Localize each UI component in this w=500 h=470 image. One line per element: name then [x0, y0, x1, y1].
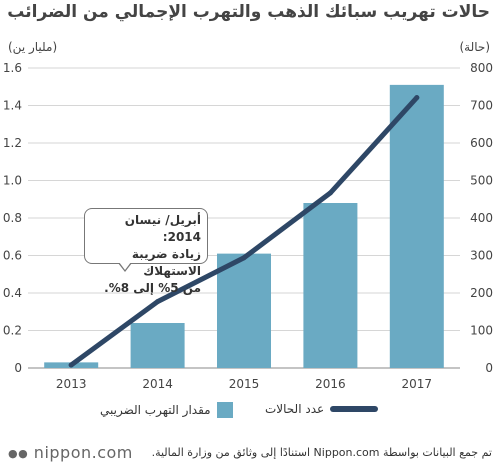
y-right-tick-label: 700 — [470, 99, 493, 113]
y-right-tick-label: 500 — [470, 174, 493, 188]
y-right-tick-label: 100 — [470, 324, 493, 338]
line-point — [241, 255, 247, 261]
legend-bar-swatch — [216, 402, 233, 418]
right-axis-unit: (حالة) — [459, 40, 490, 54]
annotation-pointer-fill — [119, 262, 131, 270]
x-tick-label: 2016 — [315, 377, 346, 391]
bar — [389, 84, 444, 368]
line-point — [155, 299, 161, 305]
nippon-logo: ●● nippon.com — [8, 442, 133, 462]
annotation-line-2: زيادة ضريبة الاستهلاك — [131, 247, 201, 278]
x-tick-label: 2015 — [229, 377, 260, 391]
y-left-tick-label: 0 — [14, 361, 22, 375]
annotation-callout: أبريل/ نيسان 2014: زيادة ضريبة الاستهلاك… — [84, 208, 208, 295]
y-right-tick-label: 200 — [470, 286, 493, 300]
x-tick-label: 2017 — [402, 377, 433, 391]
legend-line-swatch — [330, 406, 379, 412]
chart-canvas: 0 0.2 0.4 0.6 0.8 1.0 1.2 1.4 1.6 0 100 200 300 400 50… — [3, 61, 493, 391]
line-point — [414, 95, 420, 101]
y-right-tick-label: 400 — [470, 211, 493, 225]
x-tick-label: 2013 — [56, 377, 87, 391]
legend-bar-label: مقدار التهرب الضريبي — [100, 403, 211, 417]
y-left-tick-label: 1.4 — [3, 99, 22, 113]
bar — [130, 323, 185, 368]
y-right-tick-label: 600 — [470, 136, 493, 150]
bar-layer — [44, 84, 444, 368]
y-left-tick-label: 0.2 — [3, 324, 22, 338]
x-tick-label: 2014 — [142, 377, 173, 391]
legend-line-label: عدد الحالات — [265, 402, 325, 416]
y-left-tick-label: 1.2 — [3, 136, 22, 150]
line-point — [68, 362, 74, 368]
logo-text: nippon.com — [33, 442, 133, 462]
chart-title: حالات تهريب سبائك الذهب والتهرب الإجمالي… — [7, 2, 490, 22]
tick-layer: 0 0.2 0.4 0.6 0.8 1.0 1.2 1.4 1.6 0 100 200 300 400 50… — [3, 61, 493, 391]
y-left-tick-label: 1.0 — [3, 174, 22, 188]
annotation-line-1: أبريل/ نيسان 2014: — [124, 213, 201, 244]
y-left-tick-label: 1.6 — [3, 61, 22, 75]
y-right-tick-label: 300 — [470, 249, 493, 263]
y-right-tick-label: 0 — [485, 361, 493, 375]
bar — [303, 203, 358, 368]
y-left-tick-label: 0.4 — [3, 286, 22, 300]
line-point — [327, 190, 333, 196]
footer: ●● nippon.com تم جمع البيانات بواسطة Nip… — [8, 440, 492, 464]
line-layer — [68, 95, 420, 368]
legend-item-bars: مقدار التهرب الضريبي — [100, 402, 233, 418]
legend-item-line: عدد الحالات — [265, 402, 379, 416]
source-note: تم جمع البيانات بواسطة Nippon.com استناد… — [151, 445, 492, 459]
y-left-tick-label: 0.8 — [3, 211, 22, 225]
annotation-line-3: من 5% إلى 8%. — [104, 281, 201, 295]
bar — [217, 253, 271, 368]
left-axis-unit: (مليار ين) — [8, 40, 58, 54]
y-right-tick-label: 800 — [470, 61, 493, 75]
y-left-tick-label: 0.6 — [3, 249, 22, 263]
